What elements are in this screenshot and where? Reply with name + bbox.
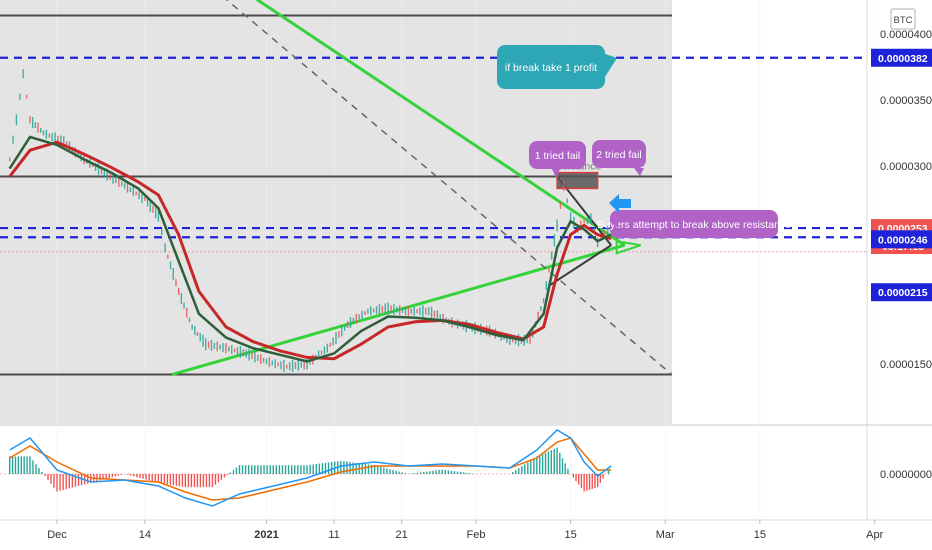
annotation-callout[interactable]: 2 tried fail [592, 140, 646, 168]
resistance-box[interactable] [556, 171, 599, 190]
price-badge-box [871, 230, 932, 249]
x-tick-label: 15 [564, 529, 576, 541]
ma-slow-line [8, 140, 612, 361]
annotation-callout[interactable]: 1 tried fail [529, 141, 586, 169]
callout-box [497, 45, 605, 89]
annotations: if break take 1 profit 1 tried fail 2 trie… [497, 45, 791, 238]
y-tick-label: 0.0000400 [880, 29, 932, 41]
signal-line [9, 437, 612, 501]
y-tick-label: 0.0000350 [880, 95, 932, 107]
y-tick-label: 0.0000300 [880, 161, 932, 173]
callout-pointer [610, 216, 618, 228]
x-tick-label: Apr [866, 529, 883, 541]
callout-text: 1 tried fail [535, 150, 581, 162]
price-badge-box [871, 283, 932, 302]
price-axis: 0.0000150 0.0000300 0.0000350 0.0000400 0.00… [880, 29, 932, 481]
dark-trendline[interactable] [549, 244, 612, 286]
x-tick-label: 11 [328, 529, 339, 541]
ma-fast-line [8, 135, 612, 363]
callout-text: if break take 1 profit [505, 62, 597, 74]
x-tick-label: 2021 [254, 529, 278, 541]
x-tick-label: Dec [47, 529, 67, 541]
x-tick-label: 15 [754, 529, 766, 541]
callout-pointer [552, 169, 560, 178]
price-badges: 0.00003820.000025303:17:130.00002460.000… [871, 48, 932, 302]
arrow-icon [609, 194, 631, 213]
x-tick-label: 21 [396, 529, 408, 541]
price-badge[interactable]: 0.0000215 [871, 283, 932, 302]
oscillator-tick-label: 0.0000000 [880, 469, 932, 481]
callout-pointer [634, 168, 644, 176]
annotation-callout[interactable]: if break take 1 profit [497, 45, 617, 89]
callout-text: Buyers attempt to break above resistance [597, 219, 791, 231]
price-badge[interactable]: 0.0000382 [871, 48, 932, 67]
annotation-callout[interactable]: Buyers attempt to break above resistance [597, 210, 791, 238]
macd-line [9, 429, 612, 507]
dashed-levels [0, 56, 867, 253]
price-badge-text: 0.0000246 [878, 234, 928, 246]
dashed-trendline[interactable] [212, 0, 673, 376]
price-badge[interactable]: 0.0000246 [871, 230, 932, 249]
callout-text: 2 tried fail [596, 149, 642, 161]
price-series [8, 69, 612, 372]
x-tick-label: Mar [656, 529, 675, 541]
oscillator [0, 429, 612, 507]
callout-box [610, 210, 778, 238]
callout-box [592, 140, 646, 168]
currency-badge: BTC [894, 15, 913, 26]
triangle-apex [615, 240, 641, 255]
x-tick-label: 14 [139, 529, 151, 541]
callout-box [529, 141, 586, 169]
y-tick-label: 0.0000150 [880, 359, 932, 371]
price-badge-text: 0.0000215 [878, 287, 928, 299]
x-tick-label: Feb [467, 529, 486, 541]
currency-badge-box[interactable] [890, 8, 916, 30]
price-badge-box [871, 48, 932, 67]
price-badge-text: 0.0000382 [878, 53, 928, 65]
green-trendline[interactable] [171, 243, 626, 377]
time-axis: Dec 14 2021 11 21 Feb 15 Mar 15 Apr [47, 520, 884, 541]
